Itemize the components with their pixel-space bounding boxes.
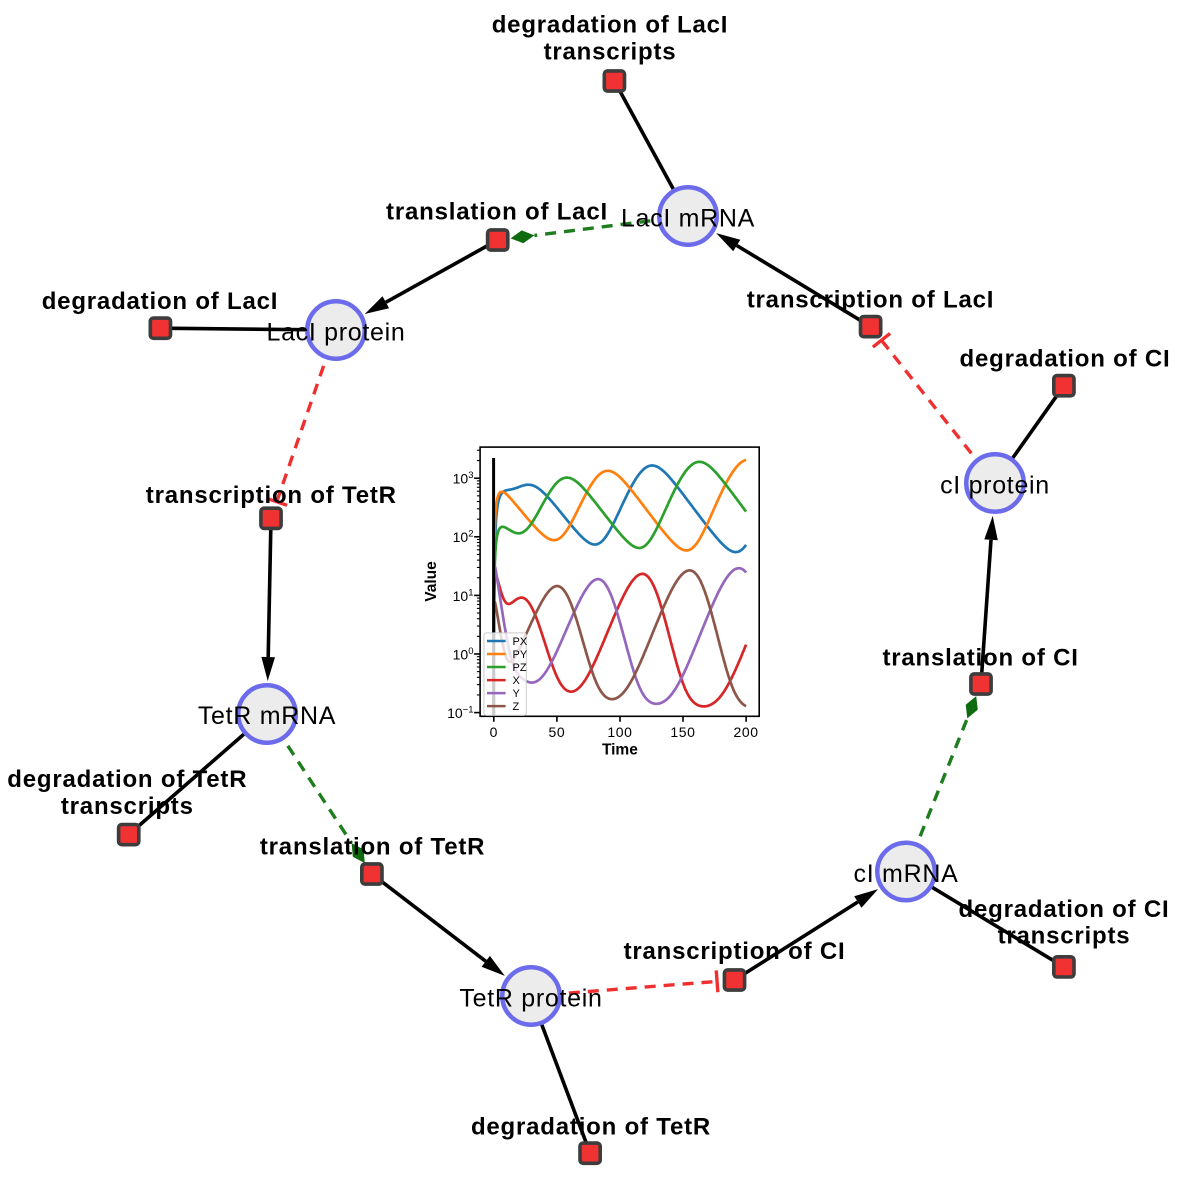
svg-text:transcripts: transcripts [544, 38, 677, 65]
svg-text:Z: Z [513, 701, 520, 713]
svg-text:degradation of LacI: degradation of LacI [492, 12, 729, 39]
svg-text:degradation of CI: degradation of CI [960, 346, 1171, 373]
svg-text:transcription of CI: transcription of CI [624, 938, 846, 965]
svg-text:translation of CI: translation of CI [882, 645, 1078, 672]
svg-text:PZ: PZ [513, 662, 527, 674]
svg-text:transcription of TetR: transcription of TetR [146, 482, 397, 509]
svg-text:TetR protein: TetR protein [459, 985, 602, 1013]
svg-text:Value: Value [423, 561, 440, 602]
svg-text:degradation of TetR: degradation of TetR [471, 1114, 711, 1141]
svg-text:LacI protein: LacI protein [266, 319, 405, 347]
svg-text:200: 200 [734, 724, 759, 740]
svg-text:TetR mRNA: TetR mRNA [198, 702, 336, 730]
svg-text:Time: Time [602, 742, 638, 759]
svg-text:transcripts: transcripts [998, 923, 1131, 950]
svg-text:LacI mRNA: LacI mRNA [621, 205, 755, 233]
svg-text:X: X [513, 675, 521, 687]
svg-text:0: 0 [490, 724, 498, 740]
svg-text:transcripts: transcripts [61, 793, 194, 820]
svg-text:degradation of TetR: degradation of TetR [7, 766, 247, 793]
svg-text:translation of LacI: translation of LacI [386, 199, 608, 226]
svg-text:100: 100 [607, 724, 632, 740]
svg-text:PX: PX [513, 636, 528, 648]
svg-text:150: 150 [670, 724, 695, 740]
svg-text:cI protein: cI protein [940, 472, 1050, 500]
svg-text:degradation of LacI: degradation of LacI [42, 288, 279, 315]
svg-text:translation of TetR: translation of TetR [260, 834, 485, 861]
svg-text:transcription of LacI: transcription of LacI [747, 287, 995, 314]
svg-text:degradation of CI: degradation of CI [959, 896, 1170, 923]
svg-text:50: 50 [549, 724, 566, 740]
svg-text:cI mRNA: cI mRNA [854, 860, 959, 888]
svg-text:PY: PY [513, 649, 528, 661]
svg-text:Y: Y [513, 688, 521, 700]
